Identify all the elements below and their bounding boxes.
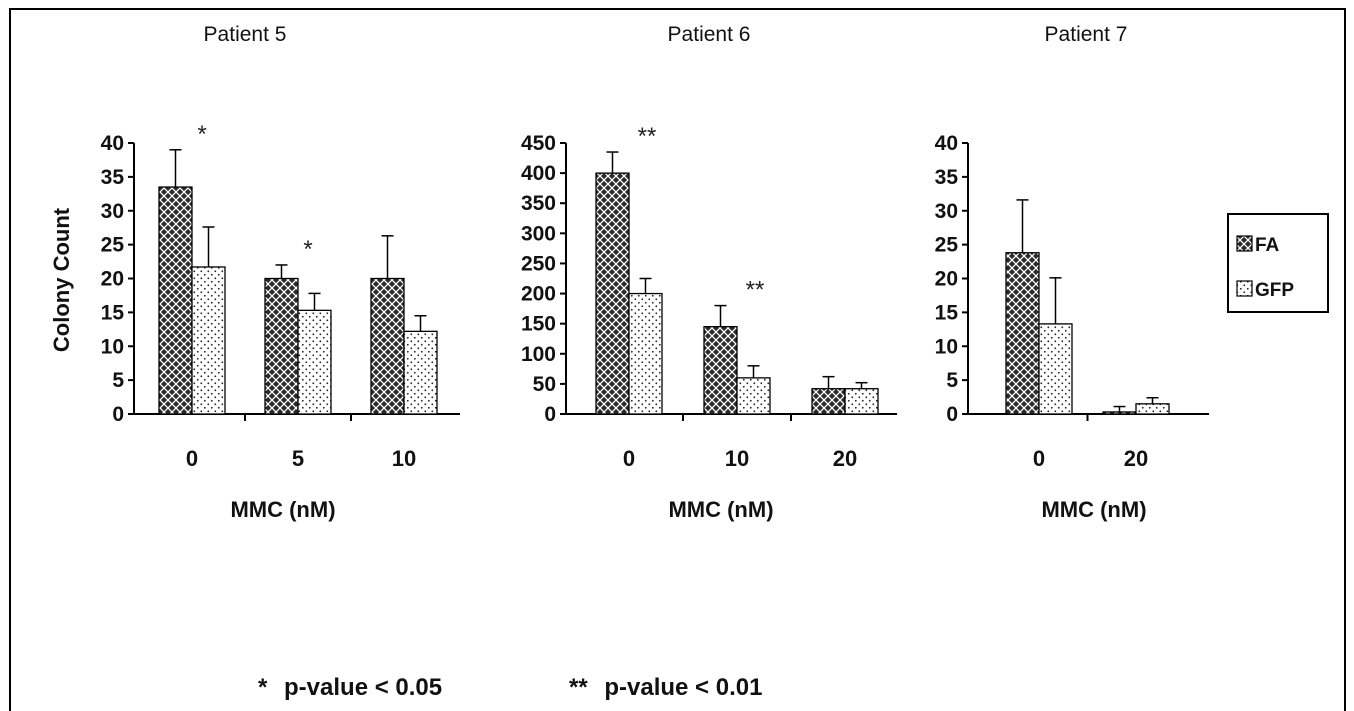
- y-tick-label: 15: [935, 301, 959, 324]
- y-tick-label: 10: [101, 335, 124, 358]
- y-tick-label: 450: [521, 132, 556, 155]
- x-tick-label: 0: [186, 446, 198, 471]
- legend-label-gfp: GFP: [1255, 280, 1294, 301]
- y-tick-label: 100: [521, 343, 556, 366]
- y-tick-label: 150: [521, 313, 556, 336]
- bar-fa-20: [1102, 411, 1137, 415]
- bar-gfp-20: [844, 388, 879, 415]
- x-tick-label: 0: [1033, 446, 1045, 471]
- panel-title: Patient 7: [1045, 23, 1128, 46]
- panel-title: Patient 5: [204, 23, 287, 46]
- bar-fa-10: [370, 277, 405, 415]
- footnote-stars-1: *: [258, 674, 268, 701]
- y-tick-label: 35: [101, 166, 125, 189]
- figure-frame: [9, 8, 1346, 711]
- bar-fa-0: [1005, 252, 1040, 415]
- significance-mark: *: [197, 121, 206, 148]
- x-tick-label: 20: [833, 446, 857, 471]
- y-tick-label: 5: [946, 369, 958, 392]
- footnote-text-1: p-value < 0.05: [284, 674, 442, 701]
- bar-fa-0: [595, 172, 630, 415]
- y-tick-label: 25: [101, 234, 125, 257]
- significance-mark: *: [303, 236, 312, 263]
- y-tick-label: 350: [521, 192, 556, 215]
- bar-gfp-0: [1038, 323, 1073, 415]
- x-axis-label: MMC (nM): [1041, 497, 1146, 522]
- significance-mark: **: [746, 277, 765, 304]
- x-axis-label: MMC (nM): [668, 497, 773, 522]
- y-tick-label: 0: [544, 403, 556, 426]
- y-tick-label: 50: [533, 373, 556, 396]
- y-tick-label: 10: [935, 335, 958, 358]
- bar-gfp-20: [1135, 403, 1170, 415]
- footnote-text-2: p-value < 0.01: [604, 674, 762, 701]
- y-tick-label: 5: [112, 369, 124, 392]
- bar-fa-5: [264, 277, 299, 415]
- svg-text:** p-value < 0.01: ** p-value < 0.01: [569, 674, 762, 701]
- x-tick-label: 0: [623, 446, 635, 471]
- panel-title: Patient 6: [668, 23, 751, 46]
- y-tick-label: 15: [101, 301, 125, 324]
- bar-gfp-10: [403, 330, 438, 415]
- y-tick-label: 25: [935, 234, 959, 257]
- x-tick-label: 10: [725, 446, 749, 471]
- y-tick-label: 30: [935, 200, 958, 223]
- y-tick-label: 30: [101, 200, 124, 223]
- bar-gfp-0: [191, 266, 226, 415]
- chart-panel-1: Patient 5 0 5 10 15 20 25 30 35 40 0 5 10 * * MMC (nM) C…: [49, 23, 460, 522]
- y-tick-label: 0: [112, 403, 124, 426]
- y-tick-label: 40: [101, 132, 124, 155]
- y-tick-label: 40: [935, 132, 958, 155]
- legend-swatch-gfp: [1236, 280, 1253, 297]
- bar-fa-10: [703, 326, 738, 415]
- x-axis-label: MMC (nM): [230, 497, 335, 522]
- bar-fa-20: [811, 388, 846, 415]
- footnote-stars-2: **: [569, 674, 588, 701]
- y-tick-label: 300: [521, 222, 556, 245]
- legend-label-fa: FA: [1255, 235, 1280, 256]
- significance-footnotes: * p-value < 0.05 ** p-value < 0.01: [258, 674, 762, 701]
- bar-gfp-10: [736, 377, 771, 415]
- legend-swatch-fa: [1236, 235, 1253, 252]
- y-tick-label: 200: [521, 283, 556, 306]
- y-tick-label: 0: [946, 403, 958, 426]
- x-tick-label: 10: [392, 446, 416, 471]
- significance-mark: **: [638, 123, 657, 150]
- x-tick-label: 20: [1124, 446, 1148, 471]
- svg-text:* p-value < 0.05: * p-value < 0.05: [258, 674, 442, 701]
- y-tick-label: 20: [101, 268, 124, 291]
- y-tick-label: 35: [935, 166, 959, 189]
- x-tick-label: 5: [292, 446, 304, 471]
- legend: FA GFP: [1227, 213, 1329, 313]
- y-tick-label: 20: [935, 268, 958, 291]
- bar-gfp-5: [297, 309, 332, 415]
- bar-gfp-0: [628, 292, 663, 415]
- y-tick-label: 400: [521, 162, 556, 185]
- chart-panel-3: Patient 7 0 5 10 15 20 25 30 35 40 0 20 MMC (nM): [935, 23, 1209, 522]
- y-axis-label: Colony Count: [49, 207, 74, 352]
- y-tick-label: 250: [521, 252, 556, 275]
- bar-fa-0: [158, 186, 193, 415]
- chart-panel-2: Patient 6 0 50 100 150 200 250 300 350 400 450 0 10 2…: [521, 23, 897, 522]
